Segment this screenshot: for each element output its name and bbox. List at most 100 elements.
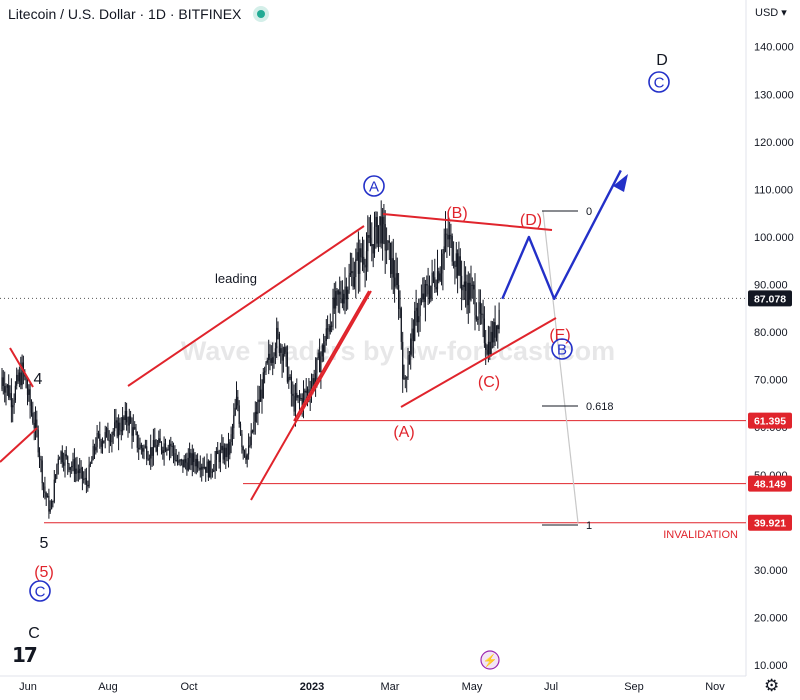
candle-body (420, 299, 422, 304)
candle-body (26, 387, 29, 395)
candle-body (131, 422, 133, 436)
candle-body (272, 357, 274, 363)
candle-body (324, 341, 326, 352)
candle-body (28, 389, 30, 395)
candle-body (79, 468, 81, 474)
candle-body (37, 429, 39, 453)
candle-body (268, 353, 270, 360)
candle-body (384, 224, 386, 251)
candle-body (434, 277, 436, 287)
wave-channel-line (9, 347, 34, 388)
candle-body (278, 334, 280, 353)
candle-body (431, 272, 433, 286)
candle-body (383, 216, 385, 225)
candle-body (40, 459, 42, 461)
candle-body (353, 277, 355, 287)
candle-body (357, 252, 359, 274)
candle-body (254, 411, 256, 422)
candle-body (101, 442, 104, 447)
tradingview-logo-icon[interactable]: 17 (12, 643, 38, 667)
candle-body (356, 252, 358, 260)
candle-body (427, 285, 429, 295)
y-tick-label: 70.000 (754, 375, 788, 387)
wave-label: (D) (520, 212, 542, 229)
candle-body (257, 399, 259, 415)
candle-body (418, 316, 420, 323)
symbol-title[interactable]: Litecoin / U.S. Dollar · 1D · BITFINEX (8, 6, 242, 22)
candle-body (308, 389, 310, 394)
candle-body (486, 349, 488, 355)
candle-body (206, 461, 208, 473)
candle-body (126, 410, 128, 423)
candle-body (171, 445, 173, 447)
candle-body (75, 468, 77, 474)
candle-body (150, 447, 152, 459)
candle-body (466, 290, 468, 306)
candle-body (207, 461, 209, 478)
candle-body (12, 405, 14, 408)
candle-body (276, 327, 278, 349)
wave-channel-line (400, 317, 557, 408)
candle-body (55, 474, 57, 480)
gear-icon[interactable]: ⚙ (764, 676, 780, 695)
candle-body (313, 378, 315, 385)
candle-body (210, 460, 212, 472)
price-axis-badge (748, 412, 792, 429)
candle-body (394, 277, 396, 287)
currency-selector[interactable]: USD ▾ (755, 7, 787, 19)
fib-trendline (542, 210, 579, 523)
candle-body (166, 449, 168, 452)
candle-body (59, 458, 61, 460)
candle-body (83, 478, 85, 480)
candle-body (217, 451, 219, 454)
x-tick-label: Oct (180, 681, 197, 693)
candle-body (487, 341, 489, 355)
wave-circle-icon (648, 71, 670, 93)
candle-body (315, 373, 317, 385)
candle-body (219, 450, 221, 463)
candle-body (160, 442, 163, 451)
wave-circle-icon (363, 175, 385, 197)
candle-body (92, 446, 94, 461)
candle-body (277, 327, 279, 334)
candle-body (34, 419, 37, 428)
candle-body (154, 440, 156, 448)
candle-body (81, 467, 83, 479)
candle-body (164, 443, 167, 452)
candle-body (419, 303, 421, 317)
candle-body (36, 419, 38, 430)
candle-body (363, 256, 365, 265)
candle-body (285, 347, 287, 353)
candle-body (400, 308, 402, 342)
candle-body (60, 451, 62, 459)
candle-body (477, 318, 479, 320)
candle-body (396, 273, 398, 285)
candle-body (104, 432, 106, 441)
candle-body (136, 431, 138, 448)
candle-body (120, 430, 122, 432)
candle-body (95, 447, 97, 451)
x-tick-label: Sep (624, 681, 644, 693)
candle-body (459, 256, 461, 276)
candle-body (494, 322, 496, 338)
candle-body (493, 322, 495, 343)
candle-body (248, 445, 250, 455)
candle-body (194, 462, 196, 467)
candle-body (410, 338, 412, 355)
y-tick-label: 110.000 (754, 184, 793, 196)
candle-body (325, 328, 327, 342)
candle-body (428, 294, 431, 299)
candle-body (453, 261, 455, 266)
candle-body (71, 466, 73, 468)
candle-body (250, 430, 252, 446)
candle-body (146, 446, 148, 460)
candle-body (367, 235, 369, 252)
candle-body (411, 328, 413, 339)
candle-body (14, 385, 16, 401)
candle-body (246, 454, 248, 460)
candle-body (174, 453, 176, 461)
y-tick-label: 130.000 (754, 89, 794, 101)
candle-body (430, 285, 432, 299)
candle-body (415, 307, 417, 311)
